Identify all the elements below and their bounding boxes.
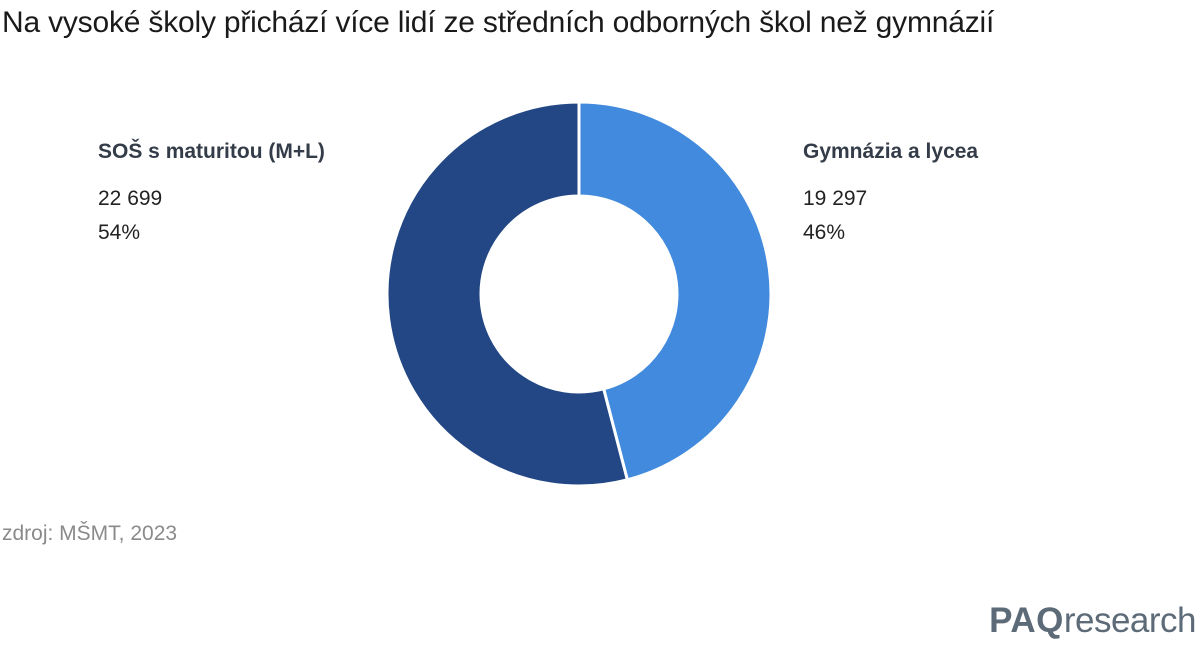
donut-slice-1 [385,100,630,488]
chart-title: Na vysoké školy přichází více lidí ze st… [2,6,995,39]
label-sos-value: 22 699 [98,187,163,210]
source-note: zdroj: MŠMT, 2023 [2,522,178,545]
paq-research-logo: PAQresearch [989,601,1196,641]
label-sos-name: SOŠ s maturitou (M+L) [98,140,325,163]
logo-light-text: research [1063,601,1197,640]
label-gymnazia-percent: 46% [803,221,846,244]
label-sos-percent: 54% [98,221,141,244]
label-gymnazia-value: 19 297 [803,187,868,210]
label-sos: SOŠ s maturitou (M+L) 22 699 54% [98,140,325,250]
label-gymnazia-name: Gymnázia a lycea [803,140,979,163]
donut-slice-0 [577,100,773,482]
label-gymnazia: Gymnázia a lycea 19 297 46% [803,140,978,250]
logo-bold-text: PAQ [989,601,1064,640]
